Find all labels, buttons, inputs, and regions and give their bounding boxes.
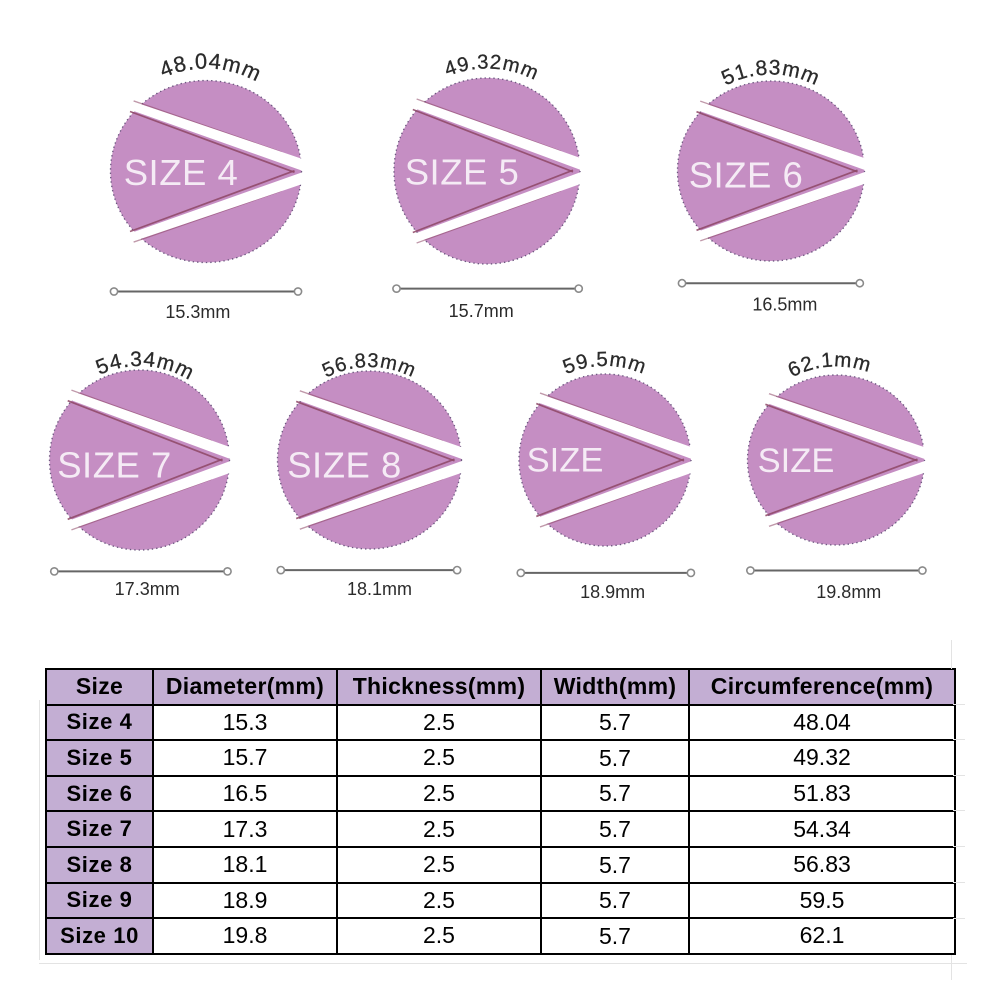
svg-text:SIZE: SIZE — [758, 442, 835, 480]
svg-text:SIZE 6: SIZE 6 — [689, 155, 804, 196]
svg-text:SIZE 4: SIZE 4 — [124, 152, 239, 193]
svg-text:15.7mm: 15.7mm — [449, 301, 514, 321]
svg-text:17.3mm: 17.3mm — [115, 579, 180, 599]
svg-text:16.5mm: 16.5mm — [752, 295, 817, 315]
svg-text:15.3mm: 15.3mm — [165, 302, 230, 322]
svg-text:SIZE 7: SIZE 7 — [57, 445, 172, 486]
svg-text:19.8mm: 19.8mm — [816, 582, 881, 602]
svg-text:18.9mm: 18.9mm — [580, 582, 645, 602]
svg-text:SIZE 5: SIZE 5 — [405, 152, 520, 193]
svg-text:SIZE 8: SIZE 8 — [287, 445, 402, 486]
svg-text:SIZE: SIZE — [527, 442, 604, 480]
svg-text:18.1mm: 18.1mm — [347, 579, 412, 599]
